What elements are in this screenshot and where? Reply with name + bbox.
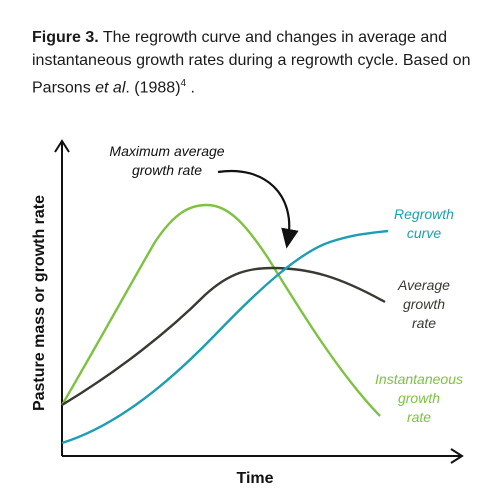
regrowth-curve: [61, 229, 389, 445]
instantaneous-label: Instantaneous growth rate: [375, 371, 463, 425]
figure-label: Figure 3.: [32, 29, 99, 46]
regrowth-label-line2: curve: [407, 225, 441, 241]
average-label-line1: Average: [397, 277, 450, 293]
caption-text-after: . (1988): [125, 79, 181, 97]
y-axis-label: Pasture mass or growth rate: [31, 195, 48, 411]
caption-end: .: [186, 79, 195, 97]
instantaneous-label-line3: rate: [407, 409, 431, 425]
figure-caption: Figure 3. The regrowth curve and changes…: [32, 26, 476, 99]
regrowth-label-line1: Regrowth: [394, 206, 454, 222]
instantaneous-growth-rate-curve: [60, 203, 381, 417]
instantaneous-label-line2: growth: [398, 390, 440, 406]
caption-text: The regrowth curve and changes in averag…: [32, 29, 471, 97]
average-growth-rate-curve: [61, 266, 386, 407]
x-axis-arrow-icon: [450, 448, 464, 464]
axes: [54, 139, 464, 464]
x-axis-label: Time: [236, 470, 273, 487]
average-label: Average growth rate: [397, 277, 450, 331]
max-average-annotation: Maximum average growth rate: [109, 143, 299, 249]
caption-superscript: 4: [180, 78, 187, 89]
y-axis-arrow-icon: [54, 139, 70, 153]
instantaneous-label-line1: Instantaneous: [375, 371, 463, 387]
average-label-line3: rate: [412, 315, 436, 331]
regrowth-label: Regrowth curve: [394, 206, 454, 241]
annotation-line1: Maximum average: [109, 143, 224, 159]
annotation-arrow-icon: [217, 169, 299, 249]
caption-italic: et al: [95, 79, 126, 97]
average-label-line2: growth: [403, 296, 445, 312]
annotation-line2: growth rate: [132, 162, 202, 178]
